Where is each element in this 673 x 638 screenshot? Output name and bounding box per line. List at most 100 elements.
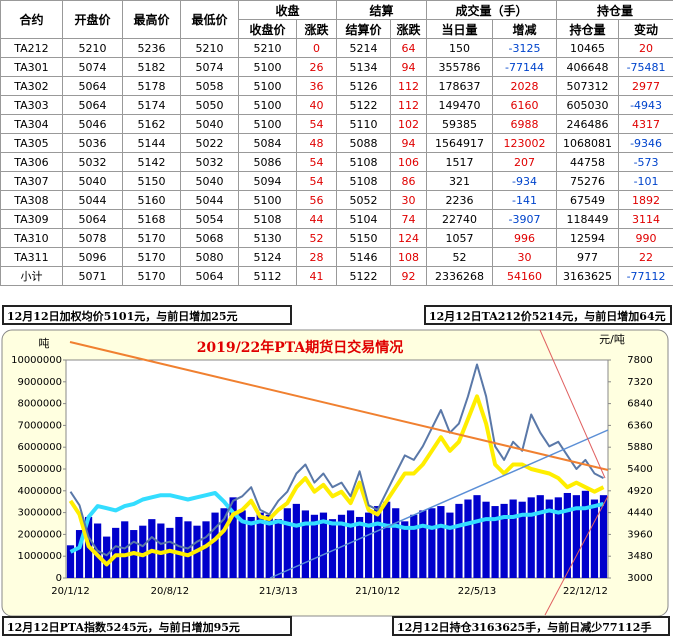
table-cell: 30 [492, 247, 558, 267]
table-cell: 10465 [556, 38, 620, 58]
bar [301, 510, 309, 578]
table-cell: 5110 [336, 114, 392, 134]
table-cell: 124 [390, 228, 428, 248]
table-cell: 5064 [180, 266, 239, 286]
table-cell: 406648 [556, 57, 620, 77]
table-cell: 2236 [426, 190, 494, 210]
bar [563, 492, 571, 578]
table-cell: 5122 [336, 266, 392, 286]
table-cell: -9346 [618, 133, 673, 153]
x-tick-label: 22/12/12 [563, 586, 608, 597]
column-header: 开盘价 [62, 0, 123, 39]
table-cell: 5210 [238, 38, 297, 58]
bar [292, 503, 300, 578]
table-cell: -101 [618, 171, 673, 191]
y2-tick-label: 4920 [627, 486, 652, 497]
x-tick-label: 20/1/12 [51, 586, 90, 597]
plot-area [65, 359, 609, 579]
table-cell: 5036 [62, 133, 123, 153]
bar [229, 497, 237, 578]
table-cell: 40 [295, 95, 338, 115]
table-cell: 321 [426, 171, 494, 191]
table-cell: 5040 [62, 171, 123, 191]
trend-line [269, 429, 609, 579]
y-tick-label: 6000000 [17, 442, 62, 453]
column-header: 合约 [0, 0, 63, 39]
table-cell: 5100 [238, 76, 297, 96]
bar [66, 545, 75, 578]
table-cell: 5064 [62, 209, 123, 229]
table-cell: 5168 [122, 209, 181, 229]
pointer-line [539, 329, 606, 479]
column-header: 结算价 [336, 19, 392, 39]
table-cell: 149470 [426, 95, 494, 115]
bar [581, 490, 590, 578]
bar [274, 519, 282, 578]
table-cell: 86 [390, 171, 428, 191]
table-cell: 5142 [122, 152, 181, 172]
table-cell: TA303 [0, 95, 63, 115]
table-cell: 5100 [238, 95, 297, 115]
table-cell: 5040 [180, 114, 239, 134]
table-cell: TA309 [0, 209, 63, 229]
bar [211, 512, 219, 578]
bar [157, 523, 165, 578]
bar [383, 501, 391, 578]
table-cell: TA306 [0, 152, 63, 172]
table-cell: 2028 [492, 76, 558, 96]
column-group-header: 成交量（手） [426, 0, 558, 20]
y-tick-label: 5000000 [17, 464, 62, 475]
bar [310, 514, 319, 578]
table-cell: 5074 [62, 57, 123, 77]
table-cell: 5074 [180, 57, 239, 77]
column-group-header: 收盘 [237, 0, 338, 20]
table-cell: 996 [492, 228, 558, 248]
table-cell: 5144 [122, 133, 181, 153]
table-cell: 5084 [238, 133, 297, 153]
pointer-line [544, 495, 609, 616]
bar [482, 501, 490, 578]
table-cell: 355786 [426, 57, 494, 77]
table-cell: -3125 [492, 38, 558, 58]
line [68, 394, 605, 567]
column-group-header: 持仓量 [556, 0, 673, 20]
bar [491, 506, 499, 578]
bar [518, 501, 526, 578]
chart-title: 2019/22年PTA期货日交易情况 [197, 339, 404, 356]
y2-tick-label: 3960 [627, 529, 652, 540]
table-cell: TA304 [0, 114, 63, 134]
table-cell: -4943 [618, 95, 673, 115]
table-cell: 106 [390, 152, 428, 172]
table-cell: 5182 [122, 57, 181, 77]
bar [346, 510, 355, 578]
table-cell: 5032 [62, 152, 123, 172]
table-cell: 52 [295, 228, 338, 248]
table-cell: 44758 [556, 152, 620, 172]
table-cell: 977 [556, 247, 620, 267]
table-cell: 1068081 [556, 133, 620, 153]
table-cell: 5046 [62, 114, 123, 134]
column-header: 最低价 [180, 0, 239, 39]
table-cell: 1564917 [426, 133, 494, 153]
trend-line [69, 341, 609, 471]
x-tick-label: 21/3/13 [259, 586, 298, 597]
table-cell: 102 [390, 114, 428, 134]
y-tick-label: 9000000 [17, 377, 62, 388]
bar [247, 516, 255, 578]
table-cell: 0 [295, 38, 338, 58]
table-cell: 1057 [426, 228, 494, 248]
bar [121, 521, 129, 578]
table-cell: TA308 [0, 190, 63, 210]
table-cell: 5086 [238, 152, 297, 172]
bar [536, 495, 544, 578]
table-cell: 92 [390, 266, 428, 286]
y2-tick-label: 5880 [627, 442, 652, 453]
y-tick-label: 7000000 [17, 420, 62, 431]
table-cell: 12594 [556, 228, 620, 248]
column-header: 持仓量 [556, 19, 620, 39]
table-cell: 54 [295, 114, 338, 134]
table-cell: 207 [492, 152, 558, 172]
y2-tick-label: 6360 [627, 420, 652, 431]
table-cell: 5088 [336, 133, 392, 153]
table-cell: 5150 [122, 171, 181, 191]
